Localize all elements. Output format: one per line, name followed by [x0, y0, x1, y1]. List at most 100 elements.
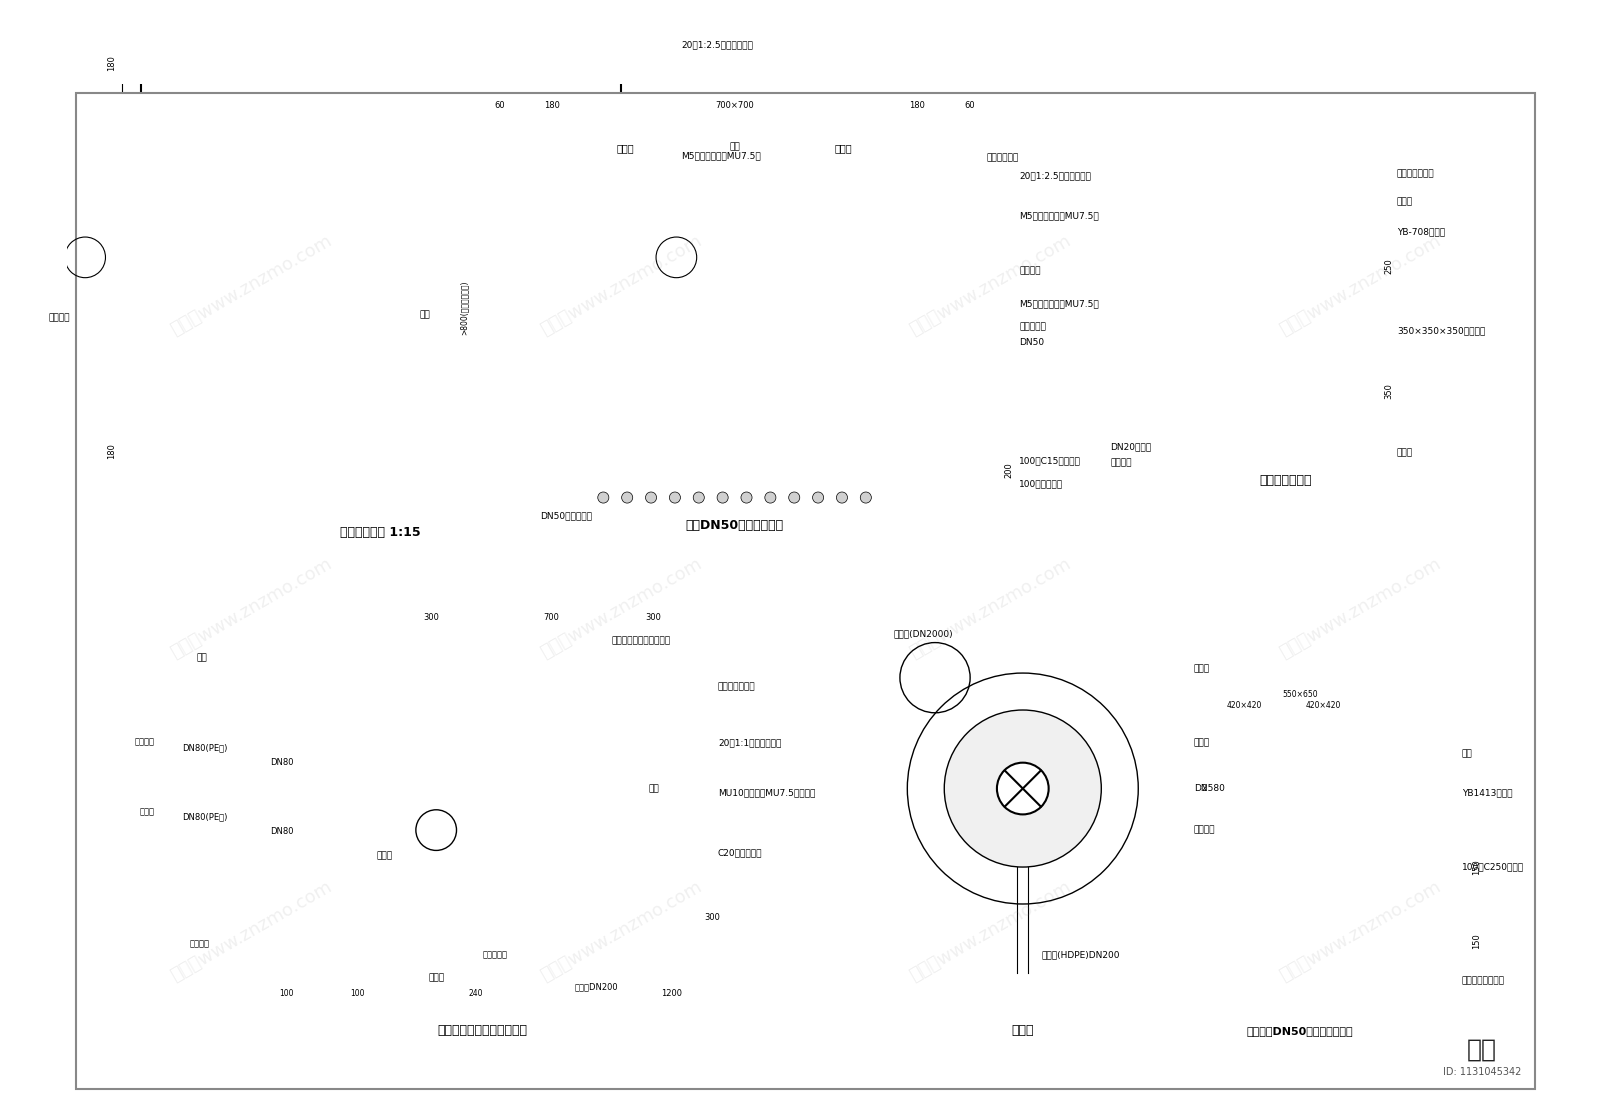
Text: 350×350×350混凝土块: 350×350×350混凝土块 — [1397, 327, 1485, 336]
Text: 20厚1:2.5防水水泥砂浆: 20厚1:2.5防水水泥砂浆 — [682, 41, 754, 49]
Text: 700: 700 — [544, 614, 560, 623]
Text: 知末网www.znzmo.com: 知末网www.znzmo.com — [1277, 554, 1443, 662]
Text: 刚性套管: 刚性套管 — [1019, 267, 1040, 276]
Text: 300: 300 — [704, 914, 720, 922]
Text: 350: 350 — [1384, 383, 1394, 400]
Bar — [1138, 733, 1453, 765]
Bar — [141, 405, 621, 497]
Bar — [141, 18, 234, 497]
Circle shape — [645, 492, 656, 503]
Text: 种植土: 种植土 — [835, 144, 853, 154]
Circle shape — [741, 492, 752, 503]
Text: 集水坑: 集水坑 — [1194, 664, 1210, 673]
Bar — [141, 18, 621, 497]
Bar — [395, 918, 478, 968]
Bar — [251, 670, 694, 705]
Bar — [141, 18, 621, 110]
Text: 420×420: 420×420 — [1306, 701, 1341, 710]
Bar — [1267, 765, 1333, 811]
Text: 小于等于DN50给水阀井剖面图: 小于等于DN50给水阀井剖面图 — [1246, 1026, 1354, 1035]
Text: 钢筋混凝土底板: 钢筋混凝土底板 — [718, 683, 755, 692]
Bar — [85, 237, 234, 278]
Text: 排水管(HDPE)DN200: 排水管(HDPE)DN200 — [1042, 950, 1120, 960]
Bar — [592, 451, 878, 470]
Text: 20厚1:1防水水泥砂浆: 20厚1:1防水水泥砂浆 — [718, 738, 781, 747]
Bar — [626, 705, 694, 918]
Bar — [1179, 987, 1438, 1002]
Text: 刚性套管: 刚性套管 — [48, 313, 70, 322]
Text: 180: 180 — [107, 55, 117, 71]
Text: DN80(PE管): DN80(PE管) — [182, 813, 227, 821]
Bar — [1434, 1024, 1531, 1084]
Text: 700×700: 700×700 — [715, 101, 754, 110]
Text: 平面图: 平面图 — [1011, 1024, 1034, 1038]
Text: 150: 150 — [1472, 933, 1480, 949]
Bar — [251, 934, 320, 955]
Bar — [1250, 206, 1323, 253]
Text: 200: 200 — [1005, 462, 1013, 478]
Text: 取水坑: 取水坑 — [1194, 738, 1210, 747]
Text: 溢流管: 溢流管 — [376, 851, 392, 861]
Circle shape — [717, 492, 728, 503]
Bar — [878, 192, 957, 451]
Circle shape — [997, 763, 1048, 815]
Circle shape — [944, 710, 1101, 867]
Text: 知末网www.znzmo.com: 知末网www.znzmo.com — [1277, 232, 1443, 338]
Bar — [371, 652, 611, 669]
Bar — [592, 470, 878, 489]
Bar — [566, 761, 611, 770]
Text: 100: 100 — [278, 989, 293, 998]
Text: M5水泥砂浆砌筑MU7.5砖: M5水泥砂浆砌筑MU7.5砖 — [1019, 211, 1099, 221]
Circle shape — [622, 492, 632, 503]
Text: 接池底: 接池底 — [139, 807, 155, 816]
Text: DN50接雨水管网: DN50接雨水管网 — [539, 512, 592, 520]
Text: 阀门: 阀门 — [419, 310, 430, 320]
Circle shape — [907, 673, 1138, 904]
Text: 知末: 知末 — [1467, 1038, 1498, 1062]
Text: 采光: 采光 — [1461, 749, 1472, 758]
Bar — [378, 240, 384, 274]
Text: 地面: 地面 — [197, 653, 206, 662]
Text: 180: 180 — [909, 101, 925, 110]
Bar — [592, 192, 878, 451]
Bar — [371, 657, 611, 673]
Text: 240: 240 — [469, 989, 483, 998]
Bar — [592, 152, 878, 165]
Text: 接溢水口: 接溢水口 — [134, 738, 155, 747]
Bar — [1221, 765, 1267, 830]
Text: 碎石垫层: 碎石垫层 — [190, 939, 210, 949]
Bar — [582, 285, 600, 322]
Bar — [1333, 765, 1379, 830]
Text: 螺纹连接: 螺纹连接 — [1110, 458, 1133, 467]
Bar — [251, 705, 320, 918]
Text: 180: 180 — [107, 444, 117, 459]
Bar — [878, 165, 957, 188]
Text: 60: 60 — [494, 101, 506, 110]
Text: 150: 150 — [1472, 859, 1480, 875]
Text: 550×650: 550×650 — [1282, 690, 1318, 699]
Text: YB-708阀门箱: YB-708阀门箱 — [1397, 227, 1445, 236]
Bar — [486, 133, 982, 160]
Text: 排入水井: 排入水井 — [1194, 826, 1214, 834]
Text: 100厚碎石垫层: 100厚碎石垫层 — [1019, 479, 1064, 489]
Bar — [1213, 202, 1360, 332]
Bar — [395, 918, 478, 968]
Text: 给水管: 给水管 — [1397, 449, 1413, 458]
Text: DN80: DN80 — [270, 828, 293, 837]
Text: DN80(PE管): DN80(PE管) — [182, 743, 227, 752]
Text: 知末网www.znzmo.com: 知末网www.znzmo.com — [538, 554, 704, 662]
Text: 高分子复合材料植草井盖: 高分子复合材料植草井盖 — [611, 636, 670, 646]
Bar — [514, 489, 957, 512]
Bar — [878, 216, 957, 239]
Text: 知末网www.znzmo.com: 知末网www.znzmo.com — [168, 232, 334, 338]
Circle shape — [789, 492, 800, 503]
Bar — [158, 821, 320, 839]
Text: M5水泥砂浆砌筑MU7.5砖: M5水泥砂浆砌筑MU7.5砖 — [682, 152, 760, 160]
Circle shape — [861, 492, 872, 503]
Text: YB1413方门箱: YB1413方门箱 — [1461, 788, 1512, 797]
Text: 100厚C250垫土板: 100厚C250垫土板 — [1461, 863, 1523, 872]
Circle shape — [669, 492, 680, 503]
Circle shape — [693, 492, 704, 503]
Text: 地面线: 地面线 — [1397, 198, 1413, 206]
Text: 踏步: 踏步 — [648, 784, 659, 793]
